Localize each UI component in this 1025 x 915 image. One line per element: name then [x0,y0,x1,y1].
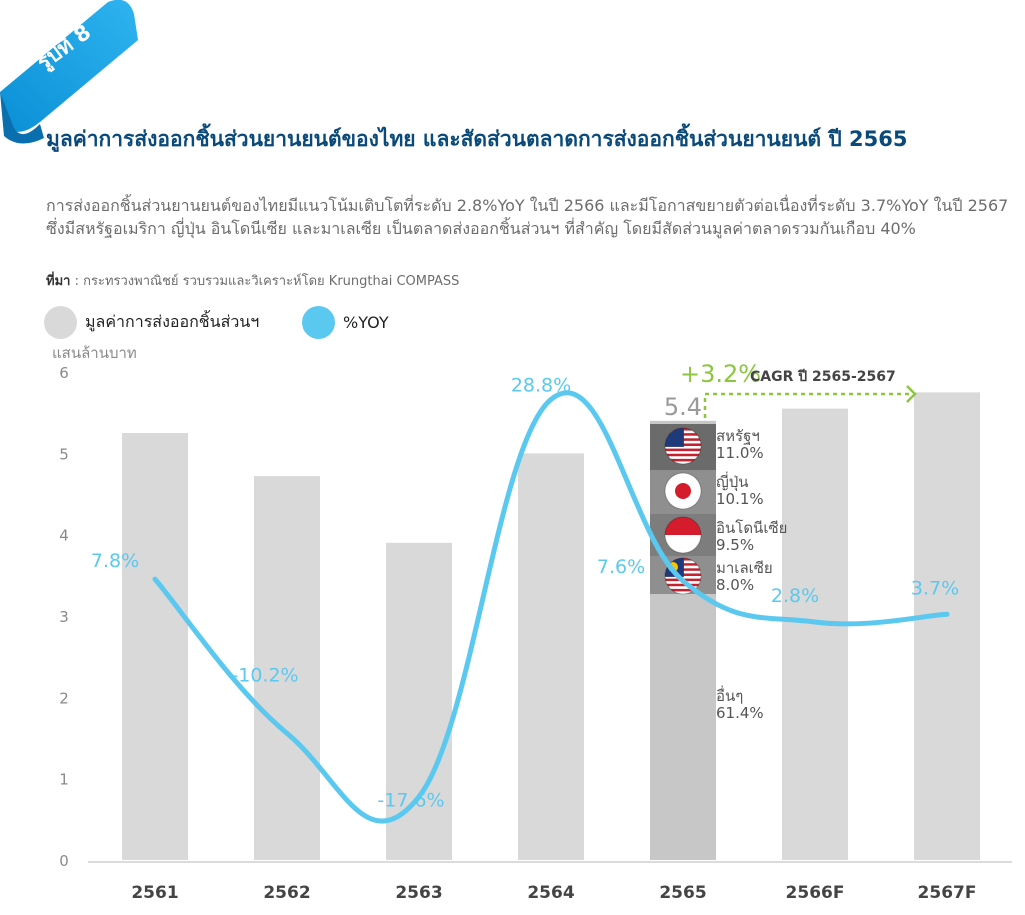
legend-item-bar: มูลค่าการส่งออกชิ้นส่วนฯ [44,305,259,339]
yoy-label: 3.7% [911,577,959,599]
y-axis-label: แสนล้านบาท [52,344,137,362]
bar [518,453,584,860]
breakdown-item-japan: ญี่ปุ่น 10.1% [716,474,764,508]
source-label: ที่มา [46,274,71,289]
indonesia-flag-icon [664,516,702,554]
breakdown-share: 61.4% [716,704,764,722]
yoy-label: -17.6% [377,790,444,812]
breakdown-name: มาเลเซีย [716,559,773,577]
y-tick-label: 4 [59,527,69,545]
bar [254,476,320,860]
bar [914,392,980,860]
x-tick-label: 2562 [263,883,310,903]
cagr-value: +3.2% [680,360,761,388]
figure-ribbon [0,0,138,144]
y-tick-label: 5 [59,445,69,463]
breakdown-share: 8.0% [716,576,755,594]
breakdown-item-us: สหรัฐฯ 11.0% [716,428,764,462]
bar [386,542,452,860]
yoy-label: 2.8% [771,585,819,607]
x-tick-label: 2563 [395,883,442,903]
y-tick-label: 2 [59,689,69,707]
breakdown-name: สหรัฐฯ [716,427,760,445]
us-flag-icon [664,427,702,465]
x-tick-label: 2561 [131,883,178,903]
bar [122,433,188,860]
breakdown-item-malaysia: มาเลเซีย 8.0% [716,560,773,594]
bar [782,408,848,860]
chart-subtitle: การส่งออกชิ้นส่วนยานยนต์ของไทยมีแนวโน้มเ… [46,196,1009,238]
breakdown-name: อินโดนีเซีย [716,519,788,537]
yoy-label: 7.6% [597,556,645,578]
source-note: ที่มา : กระทรวงพาณิชย์ รวบรวมและวิเคราะห… [46,270,946,291]
legend-label-line: %YOY [343,312,389,332]
y-tick-label: 3 [59,608,69,626]
legend-swatch-bar [44,305,77,339]
bar-value-label: 5.4 [664,393,702,421]
y-tick-label: 0 [59,852,69,870]
japan-flag-icon [664,472,702,510]
y-tick-label: 6 [59,364,69,382]
x-tick-label: 2565 [659,883,706,903]
source-text: : กระทรวงพาณิชย์ รวบรวมและวิเคราะห์โดย K… [74,274,460,289]
y-tick-label: 1 [59,771,69,789]
cagr-arrow-head [906,385,917,403]
chart-title: มูลค่าการส่งออกชิ้นส่วนยานยนต์ของไทย และ… [46,127,908,151]
breakdown-name: อื่นๆ [716,687,744,705]
legend-label-bar: มูลค่าการส่งออกชิ้นส่วนฯ [85,311,260,331]
x-tick-label: 2567F [918,883,977,903]
yoy-label: 7.8% [91,550,139,572]
breakdown-name: ญี่ปุ่น [716,473,749,491]
yoy-line [152,390,950,824]
breakdown-share: 10.1% [716,490,764,508]
legend-swatch-line [302,305,335,339]
breakdown-share: 11.0% [716,444,764,462]
cagr-label: CAGR ปี 2565-2567 [750,369,896,385]
x-tick-label: 2566F [786,883,845,903]
x-tick-label: 2564 [527,883,574,903]
breakdown-item-indonesia: อินโดนีเซีย 9.5% [716,520,787,554]
yoy-label: 28.8% [511,374,571,396]
legend-item-line: %YOY [302,305,389,339]
breakdown-share: 9.5% [716,536,755,554]
yoy-label: -10.2% [231,664,298,686]
breakdown-item-others: อื่นๆ 61.4% [716,688,764,722]
cagr-arrow-line [703,392,913,418]
